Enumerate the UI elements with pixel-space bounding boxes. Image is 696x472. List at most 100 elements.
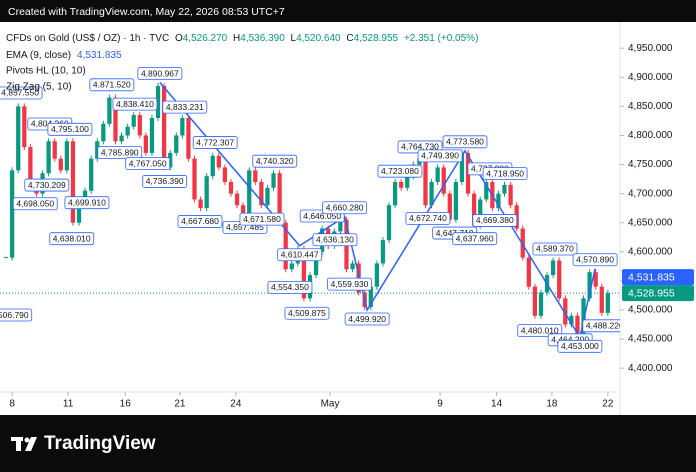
pivot-label-box: [472, 214, 518, 227]
candle: [89, 158, 94, 191]
candle: [587, 272, 592, 299]
pivot-label-box: [162, 100, 208, 114]
candle: [386, 205, 392, 241]
pivot-label: 4,453.000: [561, 341, 599, 351]
ema-price-label: 4,531.835: [628, 271, 675, 283]
ema-value: 4,531.835: [77, 50, 122, 61]
plot: 4,857.5504,804.2604,795.1004,871.5204,83…: [0, 67, 620, 353]
candle: [380, 240, 386, 264]
candle: [222, 167, 228, 182]
y-tick-label: 4,500.000: [628, 305, 673, 316]
ema-name: EMA (9, close): [6, 50, 71, 61]
pivot-label: 4,559.930: [331, 279, 369, 289]
pivot-label: 4,637.960: [456, 233, 494, 243]
candle: [392, 181, 398, 206]
pivot-label-box: [0, 308, 33, 322]
candle: [216, 155, 221, 168]
pivot-label: 4,610.447: [281, 249, 319, 259]
candle: [180, 117, 185, 136]
candle: [64, 141, 69, 171]
pivot-label: 4,672.740: [409, 213, 447, 223]
change: +2.351 (+0.05%): [404, 33, 479, 44]
pivot-label-box: [442, 135, 488, 149]
ohlc-key: H: [233, 33, 240, 44]
candle: [131, 115, 136, 127]
pivot-label-box: [482, 167, 528, 180]
pivots-legend: Pivots HL (10, 10): [6, 66, 86, 77]
x-tick-label: 14: [491, 399, 503, 410]
candle: [313, 251, 319, 276]
pivot-label-box: [112, 97, 158, 111]
candle: [478, 199, 483, 226]
candle: [259, 181, 264, 206]
pivot-label: 4,699.910: [68, 197, 106, 207]
x-tick-label: 24: [230, 399, 242, 410]
brand-name: TradingView: [44, 433, 156, 454]
candle: [405, 176, 410, 188]
candle: [174, 135, 179, 153]
candle: [277, 173, 282, 223]
pivot-label: 4,506.790: [0, 310, 29, 320]
y-tick-label: 4,650.000: [628, 217, 673, 228]
pivot-label-box: [49, 232, 95, 246]
ohlc-value: 4,528.955: [354, 33, 399, 44]
candle: [502, 184, 507, 194]
candle: [155, 85, 161, 118]
candle: [137, 115, 142, 136]
candle: [581, 298, 586, 334]
candle: [28, 147, 33, 182]
candle: [70, 141, 76, 223]
pivot-label: 4,646.050: [303, 211, 341, 221]
y-tick-label: 4,400.000: [628, 363, 673, 374]
candle: [107, 97, 112, 124]
candle: [210, 155, 215, 177]
candle: [368, 286, 373, 308]
pivot-label-box: [284, 306, 330, 320]
candle: [447, 193, 452, 220]
pivot-label-box: [277, 248, 323, 262]
pivot-label-box: [192, 136, 238, 149]
candle: [161, 85, 167, 168]
candle: [82, 190, 88, 200]
symbol-title: CFDs on Gold (US$ / OZ) · 1h · TVC: [6, 33, 169, 44]
pivot-label-box: [377, 164, 423, 178]
y-tick-label: 4,750.000: [628, 159, 673, 170]
candle: [441, 167, 446, 194]
pivot-label-box: [177, 215, 223, 228]
pivot-label-box: [344, 312, 390, 326]
pivot-label: 4,698.050: [16, 199, 54, 209]
candle: [423, 158, 428, 206]
pivot-label-box: [0, 86, 43, 100]
y-tick-label: 4,600.000: [628, 246, 673, 257]
pivot-label: 4,795.100: [51, 124, 89, 134]
ohlc-value: 4,536.390: [240, 33, 285, 44]
candle: [526, 257, 531, 287]
candle: [58, 158, 63, 171]
candle: [459, 152, 465, 182]
pivot-label: 4,589.370: [536, 244, 574, 254]
pivot-label: 4,730.209: [28, 180, 66, 190]
pivot-label: 4,773.580: [446, 137, 484, 147]
candle: [593, 272, 598, 287]
y-tick-label: 4,800.000: [628, 130, 673, 141]
ohlc-key: L: [291, 33, 297, 44]
x-tick-label: 9: [437, 399, 443, 410]
pivot-label-box: [239, 212, 285, 226]
pivot-label-box: [125, 157, 171, 171]
pivot-label-box: [142, 175, 188, 188]
pivot-label: 4,671.580: [243, 214, 281, 224]
pivot-label-box: [532, 242, 578, 256]
candle: [551, 260, 556, 276]
candle: [168, 152, 173, 168]
pivot-label-box: [572, 253, 618, 267]
pivot-label: 4,736.390: [146, 176, 184, 186]
pivot-label-box: [24, 178, 70, 192]
candle: [113, 97, 118, 142]
candle: [271, 173, 276, 188]
pivot-label: 4,638.010: [53, 233, 91, 243]
candle: [538, 292, 544, 316]
x-tick-label: May: [321, 399, 340, 410]
ema-price-box: [622, 269, 694, 286]
candle: [101, 123, 106, 142]
